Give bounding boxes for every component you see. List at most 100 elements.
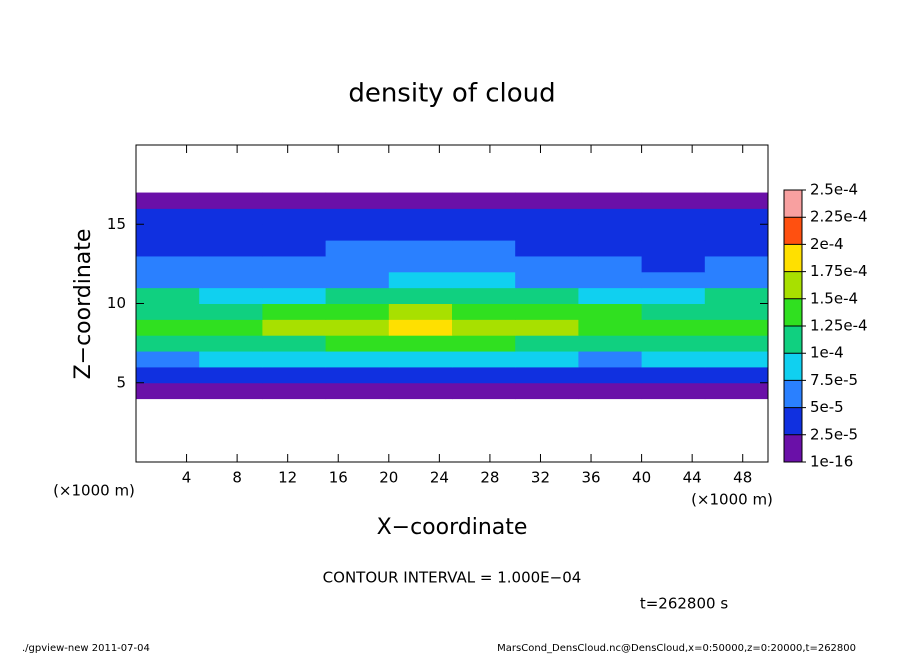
colorbar-swatch xyxy=(784,434,802,462)
heat-cell xyxy=(452,192,516,209)
heat-cell xyxy=(515,335,579,352)
heat-cell xyxy=(641,351,706,368)
colorbar-label: 1.25e-4 xyxy=(810,317,868,335)
x-tick-label: 12 xyxy=(278,469,297,487)
colorbar-swatch xyxy=(784,271,802,299)
heat-cell xyxy=(199,208,263,225)
heat-cell xyxy=(262,351,327,368)
colorbar-label: 2e-4 xyxy=(810,235,844,253)
heat-cell xyxy=(136,351,200,368)
heat-cell xyxy=(704,208,769,225)
heat-cell xyxy=(578,192,643,209)
heat-cell xyxy=(578,351,643,368)
heat-cell xyxy=(515,351,579,368)
heat-cell xyxy=(262,303,327,320)
colorbar-swatch xyxy=(784,190,802,218)
heat-cell xyxy=(262,382,327,400)
heat-cell xyxy=(641,382,706,400)
y-tick-label: 10 xyxy=(107,294,126,312)
heat-cell xyxy=(578,208,643,225)
heat-cell xyxy=(199,240,263,257)
heat-cell xyxy=(136,271,200,289)
heat-cell xyxy=(262,287,327,304)
colorbar-label: 2.5e-4 xyxy=(810,181,858,199)
heat-cell xyxy=(452,208,516,225)
heat-cell xyxy=(325,192,390,209)
heat-cell xyxy=(515,319,579,336)
x-tick-label: 40 xyxy=(632,469,651,487)
x-tick-label: 32 xyxy=(531,469,550,487)
heat-cell xyxy=(388,287,453,304)
heat-cell xyxy=(641,255,706,273)
heat-cell xyxy=(452,351,516,368)
x-tick-label: 16 xyxy=(329,469,348,487)
heat-cell xyxy=(262,366,327,384)
heat-cell xyxy=(199,192,263,209)
heat-cell xyxy=(136,224,200,241)
colorbar-label: 2.25e-4 xyxy=(810,208,868,226)
heat-cell xyxy=(515,224,579,241)
heat-cell xyxy=(704,287,769,304)
colorbar-swatch xyxy=(784,326,802,354)
heat-cell xyxy=(578,335,643,352)
heat-cell xyxy=(641,240,706,257)
heat-cell xyxy=(452,303,516,320)
heat-cell xyxy=(641,271,706,289)
heat-cell xyxy=(199,351,263,368)
x-tick-label: 48 xyxy=(733,469,752,487)
heat-cell xyxy=(704,382,769,400)
time-note: t=262800 s xyxy=(640,595,728,613)
heat-cell xyxy=(641,366,706,384)
heat-cell xyxy=(199,366,263,384)
colorbar-label: 2.5e-5 xyxy=(810,425,858,443)
heat-cell xyxy=(452,240,516,257)
heat-cell xyxy=(136,208,200,225)
heat-cell xyxy=(136,287,200,304)
colorbar-label: 1.5e-4 xyxy=(810,289,858,307)
heat-cell xyxy=(704,240,769,257)
heat-cell xyxy=(515,303,579,320)
heat-cell xyxy=(199,287,263,304)
colorbar-swatch xyxy=(784,217,802,245)
heat-cell xyxy=(388,255,453,273)
heat-cell xyxy=(704,192,769,209)
heat-cell xyxy=(388,319,453,336)
heat-cell xyxy=(578,271,643,289)
heat-cell xyxy=(199,224,263,241)
heat-cell xyxy=(641,303,706,320)
heat-cell xyxy=(578,319,643,336)
heat-cell xyxy=(262,319,327,336)
y-axis-label: Z−coordinate xyxy=(71,229,96,380)
heat-cell xyxy=(388,303,453,320)
colorbar-swatch xyxy=(784,244,802,272)
heat-cell xyxy=(388,382,453,400)
heat-cell xyxy=(452,271,516,289)
heat-cell xyxy=(515,255,579,273)
x-unit-right: (×1000 m) xyxy=(691,491,773,509)
y-tick-label: 15 xyxy=(107,215,126,233)
x-tick-label: 28 xyxy=(480,469,499,487)
colorbar-label: 1.75e-4 xyxy=(810,262,868,280)
heat-cell xyxy=(704,335,769,352)
heat-cell xyxy=(325,319,390,336)
x-unit: (×1000 m) xyxy=(53,482,135,500)
heat-cell xyxy=(515,366,579,384)
heat-cell xyxy=(388,192,453,209)
heat-cell xyxy=(136,335,200,352)
heat-cell xyxy=(388,240,453,257)
footer-left: ./gpview-new 2011-07-04 xyxy=(22,643,150,654)
heat-cell xyxy=(136,319,200,336)
heat-cell xyxy=(641,287,706,304)
heat-cell xyxy=(704,366,769,384)
footer-right: MarsCond_DensCloud.nc@DensCloud,x=0:5000… xyxy=(497,643,856,654)
heat-cell xyxy=(136,192,200,209)
heat-cell xyxy=(136,366,200,384)
heat-cell xyxy=(452,224,516,241)
heat-cell xyxy=(452,255,516,273)
heat-cell xyxy=(704,224,769,241)
x-tick-label: 4 xyxy=(182,469,192,487)
heat-cell xyxy=(325,224,390,241)
heat-cell xyxy=(515,192,579,209)
heat-cell xyxy=(262,192,327,209)
